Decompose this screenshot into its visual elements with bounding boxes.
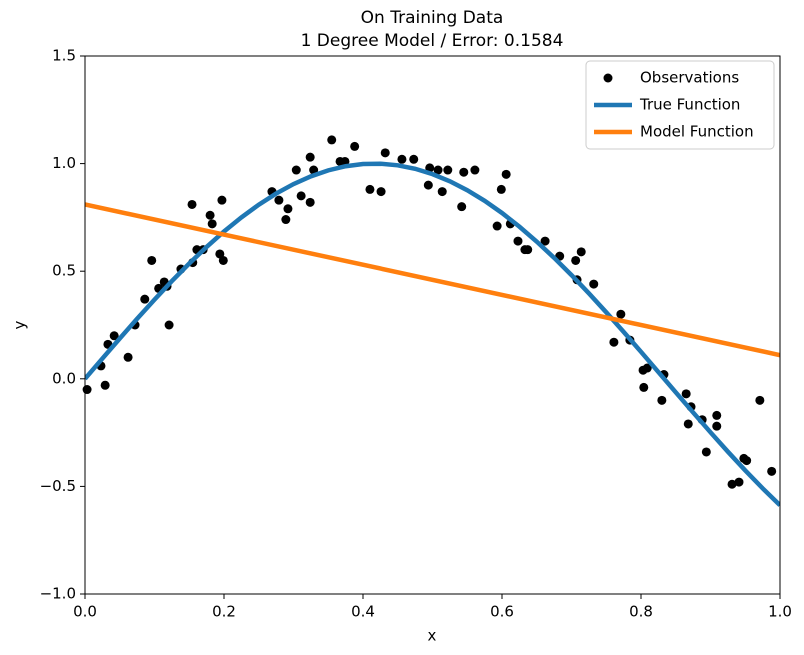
observation-point: [657, 395, 667, 405]
x-tick-label: 1.0: [768, 603, 792, 621]
observation-point: [350, 141, 360, 151]
x-tick-label: 0.6: [490, 603, 514, 621]
y-axis-label: y: [11, 320, 29, 329]
observation-point: [274, 195, 284, 205]
legend-marker: [603, 73, 613, 83]
observation-point: [164, 320, 174, 330]
y-tick-label: 1.0: [52, 154, 76, 172]
observation-point: [712, 410, 722, 420]
y-tick-label: 0.0: [52, 369, 76, 387]
observation-point: [291, 165, 301, 175]
line-series: [85, 161, 780, 507]
y-tick-label: −0.5: [40, 477, 76, 495]
observation-point: [100, 380, 110, 390]
observation-point: [281, 215, 291, 225]
observation-point: [380, 148, 390, 158]
observation-point: [296, 191, 306, 201]
line-series: [85, 202, 780, 358]
observation-point: [109, 331, 119, 341]
observation-point: [207, 219, 217, 229]
observation-point: [218, 255, 228, 265]
observation-point: [376, 187, 386, 197]
x-tick-label: 0.0: [73, 603, 97, 621]
observation-point: [742, 456, 752, 466]
observation-point: [123, 352, 133, 362]
observation-point: [205, 210, 215, 220]
observation-point: [283, 204, 293, 214]
observation-point: [767, 466, 777, 476]
observation-point: [397, 154, 407, 164]
observation-point: [425, 163, 435, 173]
observation-point: [492, 221, 502, 231]
observation-point: [571, 255, 581, 265]
observation-point: [683, 419, 693, 429]
observation-point: [755, 395, 765, 405]
observation-point: [365, 184, 375, 194]
observation-point: [681, 389, 691, 399]
plot-frame: [84, 55, 781, 595]
observation-point: [437, 187, 447, 197]
observation-point: [187, 199, 197, 209]
observation-point: [496, 184, 506, 194]
legend-label: True Function: [639, 96, 740, 114]
observation-point: [540, 236, 550, 246]
observation-point: [470, 165, 480, 175]
x-tick-label: 0.2: [212, 603, 236, 621]
observation-point: [734, 477, 744, 487]
x-tick-label: 0.8: [629, 603, 653, 621]
observation-point: [459, 167, 469, 177]
observation-point: [217, 195, 227, 205]
observation-point: [82, 385, 92, 395]
observation-point: [457, 202, 467, 212]
observation-point: [616, 309, 626, 319]
x-tick-label: 0.4: [351, 603, 375, 621]
observation-point: [609, 337, 619, 347]
observation-point: [576, 247, 586, 257]
observation-point: [433, 165, 443, 175]
observation-point: [409, 154, 419, 164]
observation-point: [523, 245, 533, 255]
chart-title: On Training Data: [361, 8, 504, 28]
observation-point: [642, 363, 652, 373]
observation-point: [701, 447, 711, 457]
observation-point: [513, 236, 523, 246]
observation-point: [712, 421, 722, 431]
observation-point: [327, 135, 337, 145]
y-tick-label: 1.5: [52, 47, 76, 65]
chart-subtitle: 1 Degree Model / Error: 0.1584: [301, 31, 564, 51]
observation-point: [305, 197, 315, 207]
observation-point: [140, 294, 150, 304]
legend-label: Model Function: [640, 123, 754, 141]
observation-point: [147, 255, 157, 265]
x-axis-label: x: [428, 627, 437, 645]
observation-point: [501, 169, 511, 179]
observation-point: [423, 180, 433, 190]
observation-point: [340, 156, 350, 166]
observation-point: [305, 152, 315, 162]
observation-point: [589, 279, 599, 289]
legend-box: [585, 60, 775, 150]
legend-label: Observations: [640, 69, 739, 87]
observation-point: [443, 165, 453, 175]
y-tick-label: 0.5: [52, 262, 76, 280]
observation-point: [727, 479, 737, 489]
observation-point: [639, 382, 649, 392]
y-tick-label: −1.0: [40, 585, 76, 603]
